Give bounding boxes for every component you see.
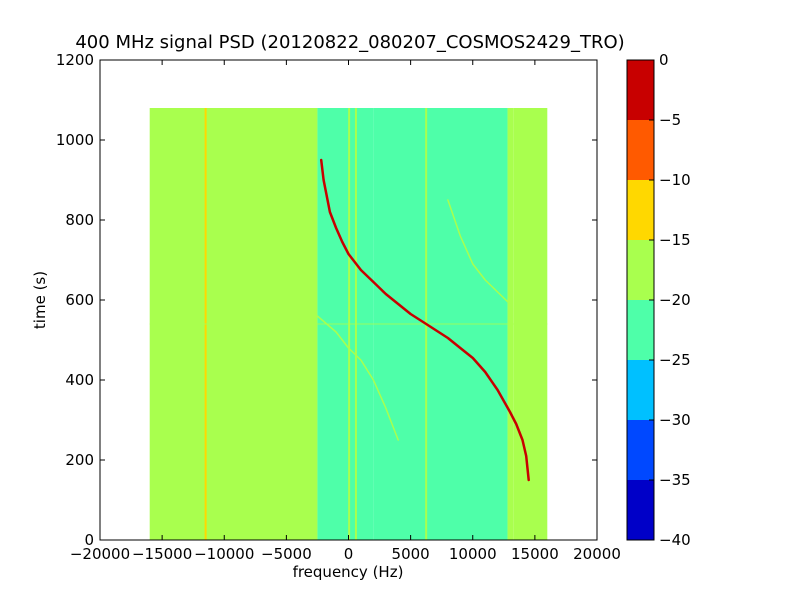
chart-title: 400 MHz signal PSD (20120822_080207_COSM… [75, 32, 624, 53]
faint-trace-0 [316, 315, 399, 441]
y-axis: 0 200 400 600 800 1000 1200 [56, 51, 597, 549]
y-tick-label-0: 0 [84, 531, 94, 549]
colorbar-label-6: −30 [659, 411, 691, 429]
x-tick-label-3: −5000 [261, 545, 312, 563]
colorbar-label-0: 0 [659, 51, 669, 69]
y-tick-label-2: 400 [65, 371, 94, 389]
colorbar-segment-2 [627, 360, 654, 420]
colorbar-label-1: −5 [659, 111, 681, 129]
colorbar-label-3: −15 [659, 231, 691, 249]
colorbar-label-4: −20 [659, 291, 691, 309]
x-tick-label-6: 10000 [449, 545, 497, 563]
x-tick-label-4: 0 [344, 545, 354, 563]
x-axis-label: frequency (Hz) [293, 563, 404, 581]
faint-trace-1 [447, 199, 511, 305]
colorbar-label-7: −35 [659, 471, 691, 489]
colorbar-label-8: −40 [659, 531, 691, 549]
x-tick-label-2: −10000 [194, 545, 254, 563]
y-tick-label-6: 1200 [56, 51, 94, 69]
y-tick-label-4: 800 [65, 211, 94, 229]
colorbar-segment-1 [627, 420, 654, 480]
colorbar-segment-5 [627, 180, 654, 240]
x-tick-label-7: 15000 [511, 545, 559, 563]
signal-traces [149, 108, 548, 540]
x-axis: −20000 −15000 −10000 −5000 0 5000 10000 15000 20… [70, 60, 621, 563]
y-tick-label-5: 1000 [56, 131, 94, 149]
colorbar-segment-0 [627, 480, 654, 540]
colorbar-label-2: −10 [659, 171, 691, 189]
colorbar: 0 −5 −10 −15 −20 −25 −30 −35 −40 [626, 51, 691, 549]
main-signal-trace [319, 158, 530, 482]
colorbar-segment-3 [627, 300, 654, 360]
y-tick-label-1: 200 [65, 451, 94, 469]
x-tick-label-0: −20000 [70, 545, 130, 563]
y-axis-label: time (s) [31, 271, 49, 329]
x-tick-label-5: 5000 [392, 545, 430, 563]
colorbar-label-5: −25 [659, 351, 691, 369]
x-tick-label-8: 20000 [573, 545, 621, 563]
colorbar-segment-6 [627, 120, 654, 180]
colorbar-segment-7 [627, 60, 654, 120]
x-tick-label-1: −15000 [132, 545, 192, 563]
colorbar-segment-4 [627, 240, 654, 300]
y-tick-label-3: 600 [65, 291, 94, 309]
